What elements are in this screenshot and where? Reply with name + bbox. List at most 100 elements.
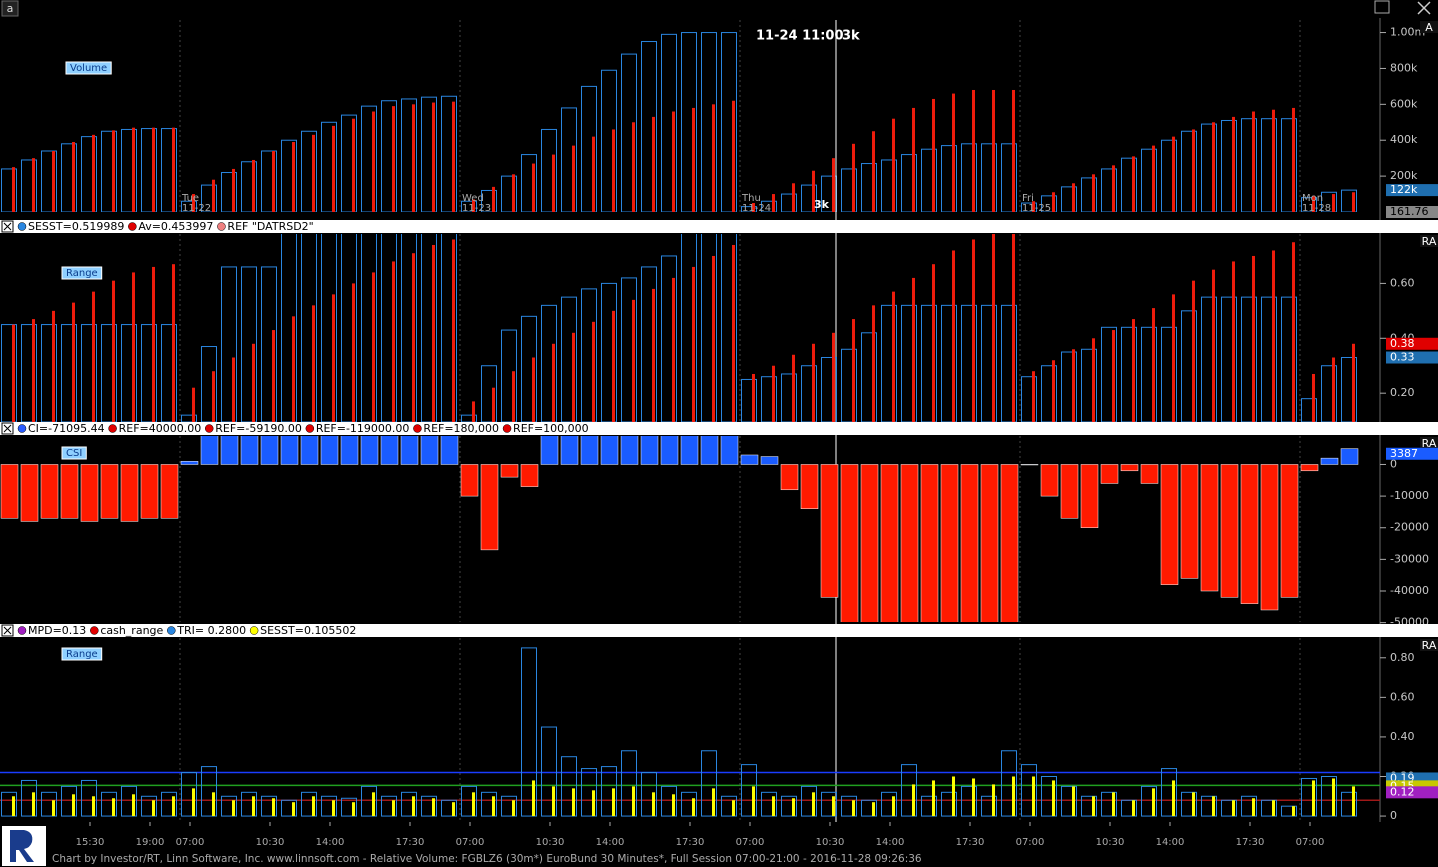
bar bbox=[1312, 373, 1315, 422]
bar bbox=[752, 373, 755, 422]
bar bbox=[261, 795, 277, 817]
bar bbox=[652, 116, 655, 212]
value-box-label: 3387 bbox=[1390, 447, 1418, 460]
bar bbox=[561, 107, 577, 212]
bar bbox=[392, 800, 395, 817]
bar bbox=[1332, 778, 1335, 817]
legend-marker bbox=[108, 424, 117, 433]
bar bbox=[152, 127, 155, 212]
bar bbox=[901, 304, 917, 422]
bar bbox=[41, 150, 57, 212]
window-menu[interactable] bbox=[1, 0, 19, 17]
bar bbox=[352, 283, 355, 422]
bar bbox=[932, 264, 935, 422]
bar bbox=[1161, 768, 1177, 817]
bar bbox=[352, 802, 355, 817]
value-box bbox=[1386, 786, 1438, 799]
bar bbox=[552, 786, 555, 817]
bar bbox=[361, 105, 377, 212]
bar bbox=[381, 234, 397, 422]
y-tick-label: 600k bbox=[1390, 97, 1418, 110]
bar bbox=[1120, 464, 1139, 472]
bar bbox=[121, 128, 137, 212]
bar bbox=[681, 234, 697, 422]
bar bbox=[672, 794, 675, 817]
cursor-label: 11-24 11:00 bbox=[756, 29, 843, 44]
bar bbox=[252, 343, 255, 422]
header-close-x bbox=[3, 626, 12, 635]
bar bbox=[172, 264, 175, 422]
bar bbox=[592, 790, 595, 817]
bar bbox=[521, 647, 537, 817]
x-tick-label: 07:00 bbox=[1016, 837, 1045, 848]
bar bbox=[612, 129, 615, 212]
bar bbox=[1341, 357, 1357, 422]
bar bbox=[661, 33, 677, 212]
bar bbox=[1041, 775, 1057, 817]
value-box bbox=[1386, 447, 1438, 460]
close-button[interactable] bbox=[1417, 1, 1431, 15]
bar bbox=[1301, 777, 1317, 817]
panel-title-box bbox=[61, 647, 103, 661]
bar bbox=[372, 111, 375, 212]
day-label: Fri bbox=[1022, 193, 1034, 204]
bar bbox=[641, 772, 657, 817]
bar bbox=[72, 142, 75, 212]
bar bbox=[1132, 156, 1135, 212]
x-tick-label: 14:00 bbox=[316, 837, 345, 848]
bar bbox=[581, 768, 597, 817]
bar bbox=[812, 343, 815, 422]
bar bbox=[732, 244, 735, 422]
bar bbox=[1021, 376, 1037, 422]
bar bbox=[60, 464, 79, 519]
bar bbox=[1221, 799, 1237, 817]
panel-title: Range bbox=[66, 649, 98, 660]
window-title: a bbox=[7, 2, 14, 15]
bar bbox=[952, 250, 955, 422]
bar bbox=[441, 234, 457, 422]
x-tick-label: 10:30 bbox=[536, 837, 565, 848]
bar bbox=[920, 464, 939, 622]
bar bbox=[272, 798, 275, 817]
bar bbox=[1300, 464, 1319, 472]
legend-marker bbox=[128, 222, 137, 231]
x-tick-label: 17:30 bbox=[1236, 837, 1265, 848]
bar bbox=[381, 795, 397, 817]
cursor-value: 3k bbox=[842, 29, 860, 44]
bar bbox=[952, 93, 955, 212]
bar bbox=[281, 799, 297, 817]
corner-label: RA bbox=[1422, 437, 1437, 450]
bar bbox=[52, 800, 55, 817]
bar bbox=[1201, 795, 1217, 817]
bar bbox=[1200, 464, 1219, 592]
x-tick-label: 17:30 bbox=[396, 837, 425, 848]
bar bbox=[272, 330, 275, 422]
bar bbox=[232, 800, 235, 817]
bar bbox=[292, 802, 295, 817]
bar bbox=[201, 766, 217, 817]
bar bbox=[1221, 296, 1237, 422]
bar bbox=[812, 170, 815, 212]
bar bbox=[112, 280, 115, 422]
bar bbox=[301, 130, 317, 212]
bar bbox=[1021, 764, 1037, 817]
last-price-box bbox=[1386, 206, 1438, 218]
bar bbox=[432, 244, 435, 422]
legend-text: REF "DATRSD2" bbox=[227, 220, 313, 233]
bar bbox=[401, 234, 417, 422]
bar bbox=[632, 122, 635, 212]
bar bbox=[232, 168, 235, 212]
bar bbox=[912, 277, 915, 422]
y-tick-label: 0.60 bbox=[1390, 276, 1415, 289]
bar bbox=[701, 750, 717, 817]
bar bbox=[1252, 111, 1255, 212]
bar bbox=[172, 796, 175, 817]
bar bbox=[412, 253, 415, 422]
bar bbox=[312, 796, 315, 817]
restore-button[interactable] bbox=[1374, 0, 1390, 14]
bar bbox=[12, 324, 15, 422]
bar bbox=[212, 179, 215, 212]
bar bbox=[872, 305, 875, 422]
bar bbox=[292, 142, 295, 212]
